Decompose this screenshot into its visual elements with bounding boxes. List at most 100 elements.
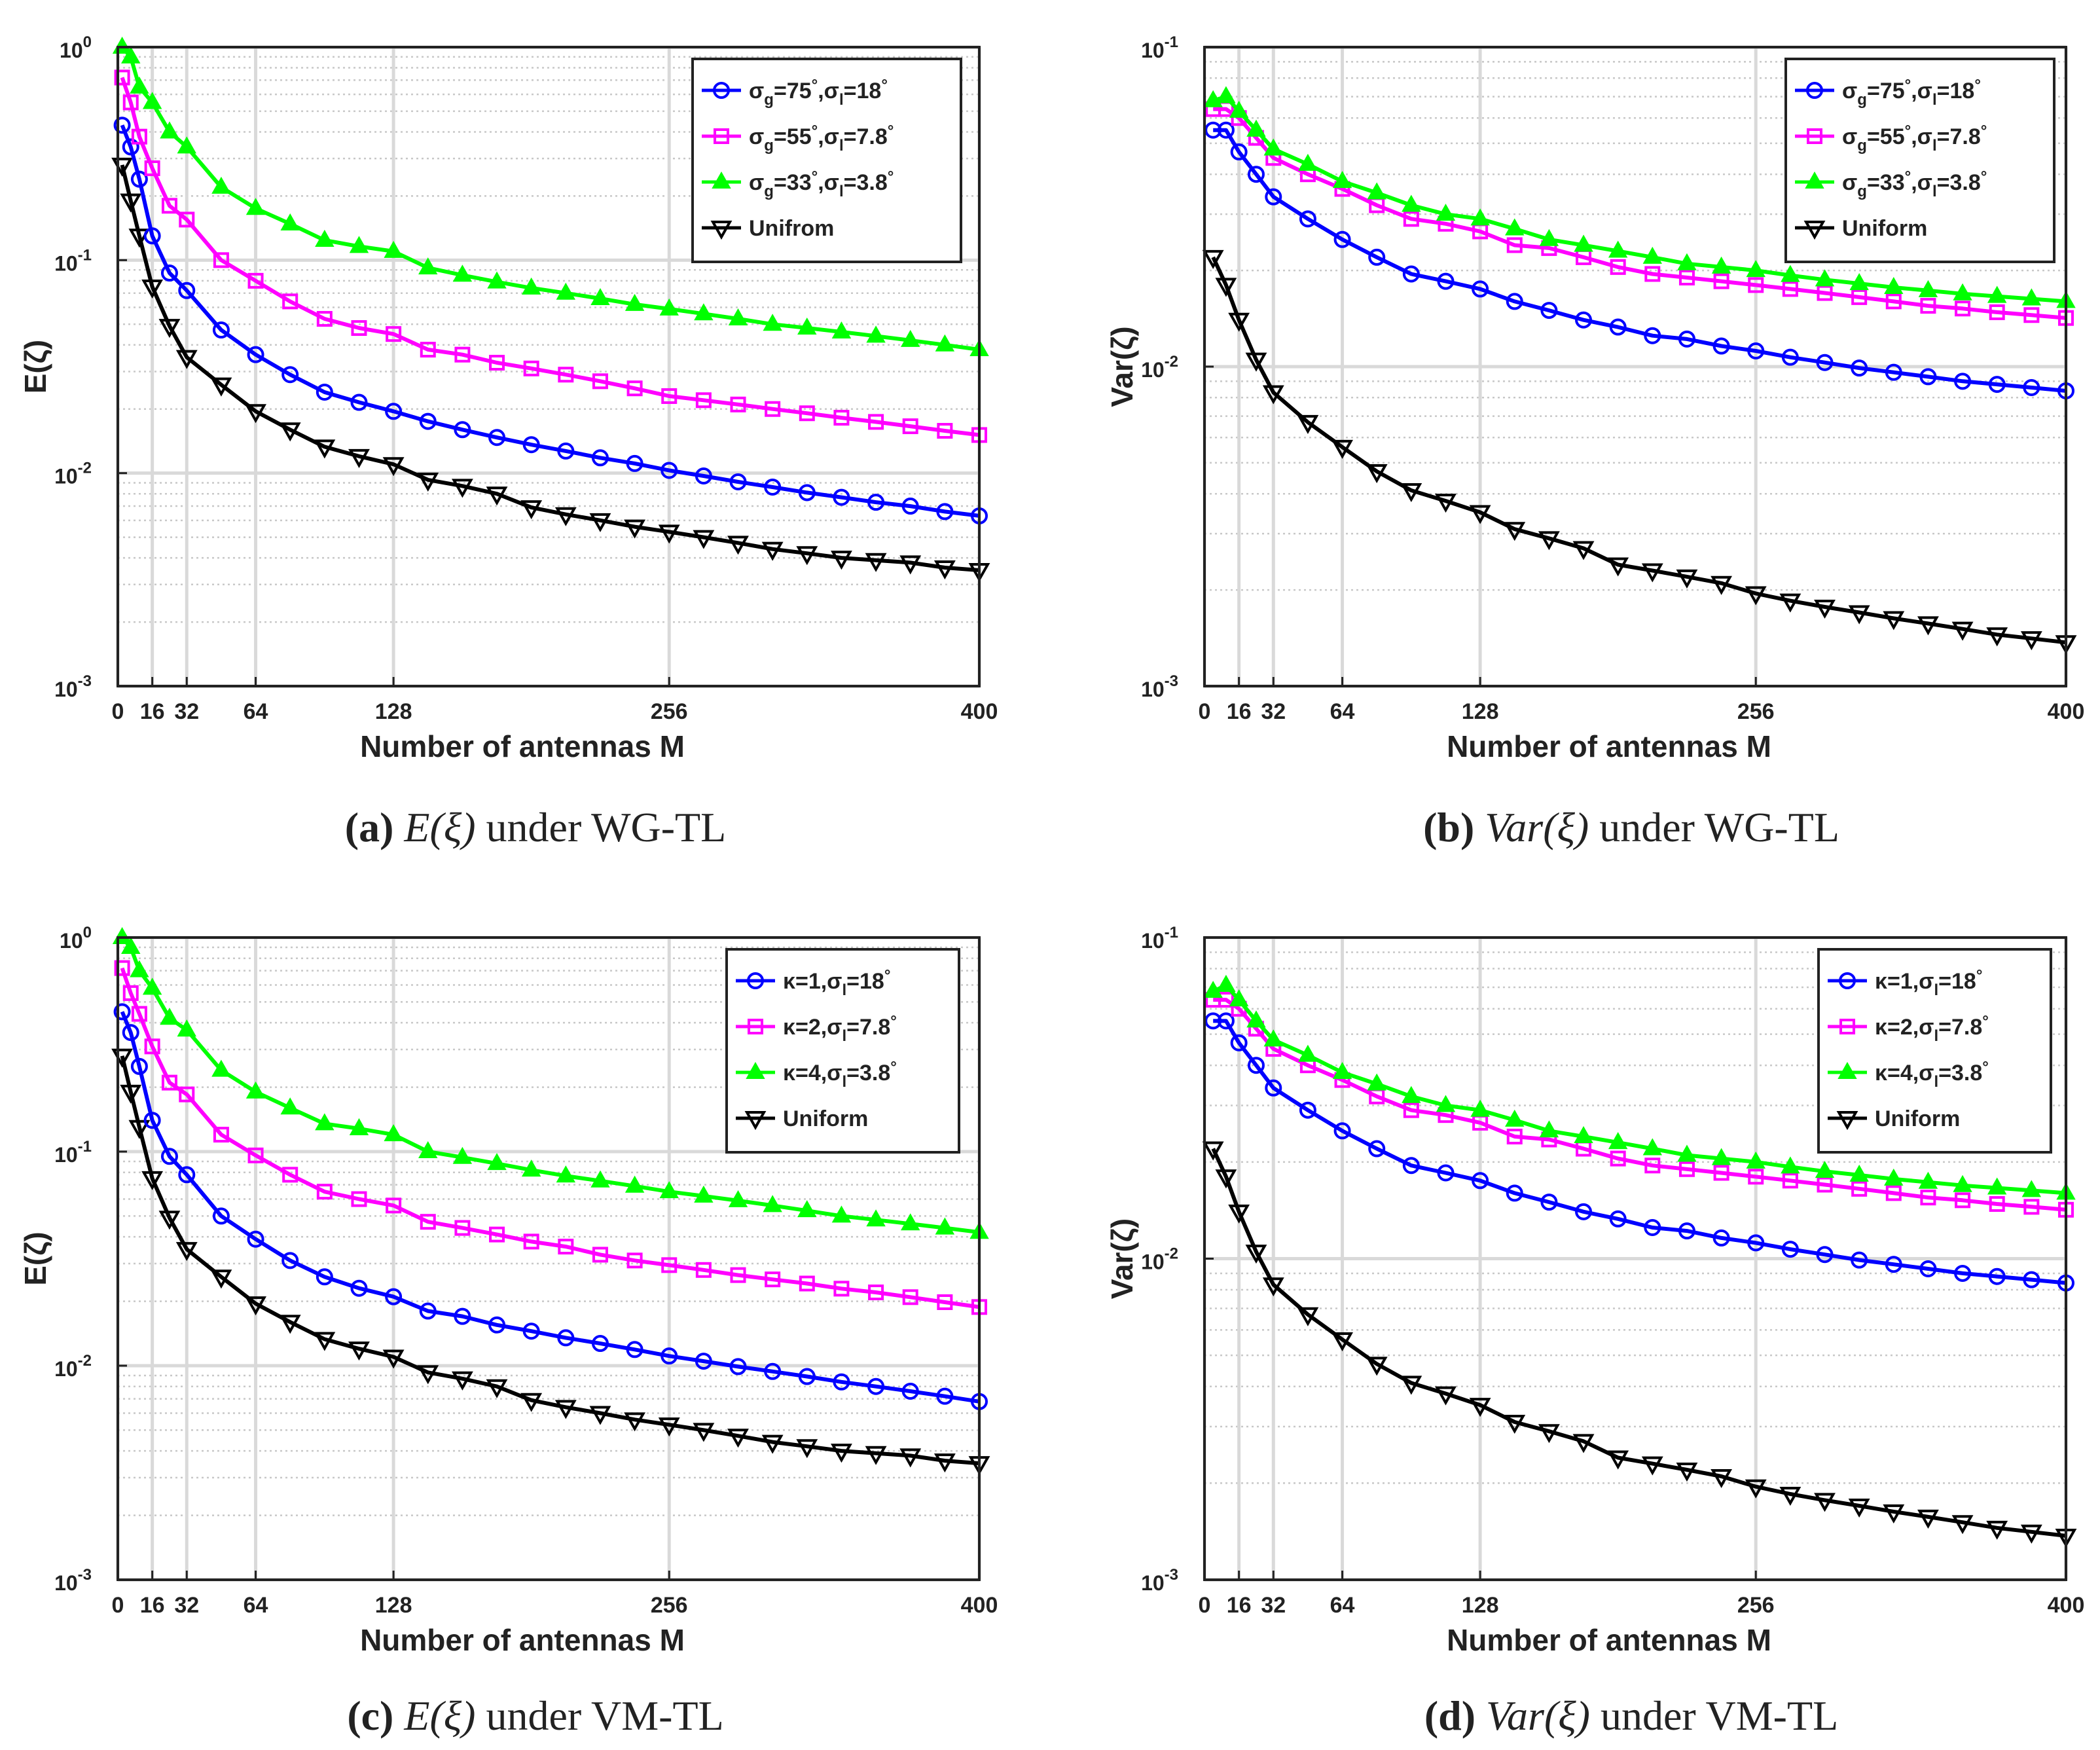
data-point [799,405,815,422]
data-point [1574,1125,1593,1144]
data-point [1745,586,1767,606]
data-point [1228,1204,1250,1224]
caption-space [1475,1692,1486,1739]
data-point [351,320,367,337]
legend-val: =55 [1867,124,1905,149]
data-point [488,429,506,447]
data-point [1954,1264,1972,1282]
data-point [1402,1085,1421,1103]
data-point [730,1267,746,1283]
legend-sub2: l [1934,1027,1938,1045]
data-point [694,1185,714,1203]
y-axis-label: Var(ζ) [1105,326,1139,407]
data-point [1218,992,1234,1008]
data-point [1746,1151,1765,1169]
y-axis-label: E(ζ) [18,340,52,394]
legend-sub: g [1857,183,1867,200]
legend-label: κ=1,σl=18° [1875,967,1982,999]
data-point [557,442,575,460]
data-point [245,1296,266,1316]
legend-sub: g [764,91,774,109]
y-tick-base: 10 [54,251,78,275]
data-point [1333,230,1351,248]
data-point [521,277,541,295]
data-point [558,1239,574,1255]
data-point [1988,376,2006,393]
legend-sym2: ,σ [821,1015,842,1040]
data-point [831,321,852,339]
data-point [1851,359,1868,377]
data-point [454,346,471,363]
data-point [1676,1463,1698,1482]
data-point [867,494,885,511]
data-point [899,1448,922,1468]
data-point [523,1233,539,1250]
series-0 [113,117,988,524]
data-point [2021,288,2042,306]
data-point [486,486,508,506]
data-point [1469,1398,1491,1417]
data-point [2023,307,2040,323]
data-point [454,1220,471,1236]
legend-deg2: ° [1982,1013,1989,1030]
legend-item: σg=33°,σl=3.8° [1795,168,1987,200]
data-point [1885,1256,1902,1273]
caption-text: under WG-TL [476,804,727,850]
x-tick-label: 0 [112,699,124,724]
data-point [348,1341,370,1361]
data-point [661,388,678,404]
data-point [523,360,539,376]
data-point [1217,1012,1235,1030]
legend-item: σg=33°,σl=3.8° [702,168,894,200]
data-point [798,484,816,501]
data-point [1540,302,1558,319]
data-point [281,1252,299,1269]
data-point [142,92,162,109]
legend-sym: σ [749,79,764,103]
data-point [744,1111,767,1131]
data-point [1781,1241,1799,1258]
legend-sub: g [1857,91,1867,109]
data-point [1677,253,1697,270]
data-point [1644,1218,1661,1236]
data-point [316,311,333,327]
series-line [1213,107,2067,320]
x-tick-label: 16 [1227,699,1252,724]
data-point [177,136,196,154]
data-point [1747,342,1765,359]
legend-sub: g [764,137,774,155]
data-point [348,448,370,468]
data-point [901,1382,919,1400]
legend-item: Uniform [1828,1106,1960,1131]
legend-sub2: l [839,91,844,109]
data-point [420,1214,436,1230]
legend-deg: ° [812,168,818,186]
legend-val2: =18 [844,79,882,103]
data-point [1403,211,1419,227]
data-point [796,546,818,566]
y-tick-exponent: -2 [78,1352,92,1370]
data-point [1470,208,1490,226]
data-point [1884,276,1904,294]
data-point [1918,280,1938,297]
data-point [128,1120,151,1139]
legend-item: κ=4,σl=3.8° [1828,1059,1989,1091]
data-point [282,293,299,310]
data-point [695,392,712,409]
y-tick-base: 10 [60,39,83,62]
data-point [901,1213,920,1231]
legend-label: Uniform [783,1106,868,1131]
y-tick-base: 10 [54,1571,78,1595]
data-point [1885,293,1902,310]
data-point [245,198,266,215]
data-point [1711,575,1733,595]
data-point [1263,1029,1283,1047]
x-tick-label: 128 [1462,699,1499,724]
data-point [158,319,181,338]
y-tick-exponent: -3 [1165,672,1178,690]
y-tick-exponent: -2 [1165,1245,1178,1263]
data-point [798,1368,816,1385]
data-point [212,321,230,339]
data-point [1817,285,1833,301]
